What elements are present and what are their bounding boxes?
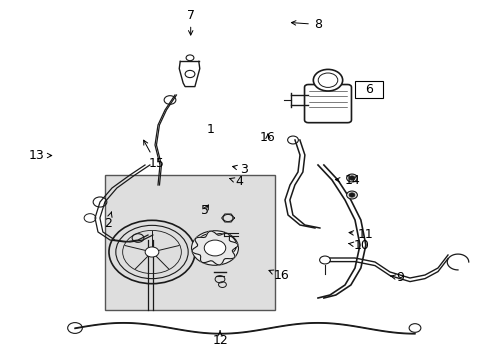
Circle shape	[346, 191, 357, 199]
Text: 13: 13	[29, 149, 52, 162]
Text: 16: 16	[260, 131, 275, 144]
Text: 2: 2	[103, 212, 112, 230]
Circle shape	[197, 234, 224, 254]
Text: 14: 14	[335, 174, 359, 187]
Circle shape	[204, 240, 225, 256]
Bar	[354, 81, 383, 98]
Circle shape	[191, 231, 238, 265]
Text: 6: 6	[365, 83, 372, 96]
Text: 4: 4	[229, 175, 243, 188]
Text: 10: 10	[347, 239, 369, 252]
FancyBboxPatch shape	[304, 85, 351, 123]
Text: 5: 5	[201, 204, 209, 217]
Circle shape	[313, 69, 342, 91]
Bar	[105, 175, 274, 310]
Circle shape	[348, 176, 354, 180]
Text: 12: 12	[212, 331, 227, 347]
Text: 8: 8	[291, 18, 321, 31]
Circle shape	[223, 215, 232, 222]
Text: 16: 16	[268, 269, 288, 282]
Circle shape	[348, 193, 354, 197]
Text: 1: 1	[206, 123, 214, 136]
Circle shape	[346, 174, 357, 182]
Circle shape	[145, 247, 159, 257]
Text: 3: 3	[232, 163, 248, 176]
Text: 7: 7	[186, 9, 194, 35]
Circle shape	[205, 234, 236, 257]
Polygon shape	[192, 231, 238, 265]
Text: 9: 9	[390, 271, 403, 284]
Text: 15: 15	[143, 140, 164, 170]
Text: 11: 11	[348, 228, 373, 240]
